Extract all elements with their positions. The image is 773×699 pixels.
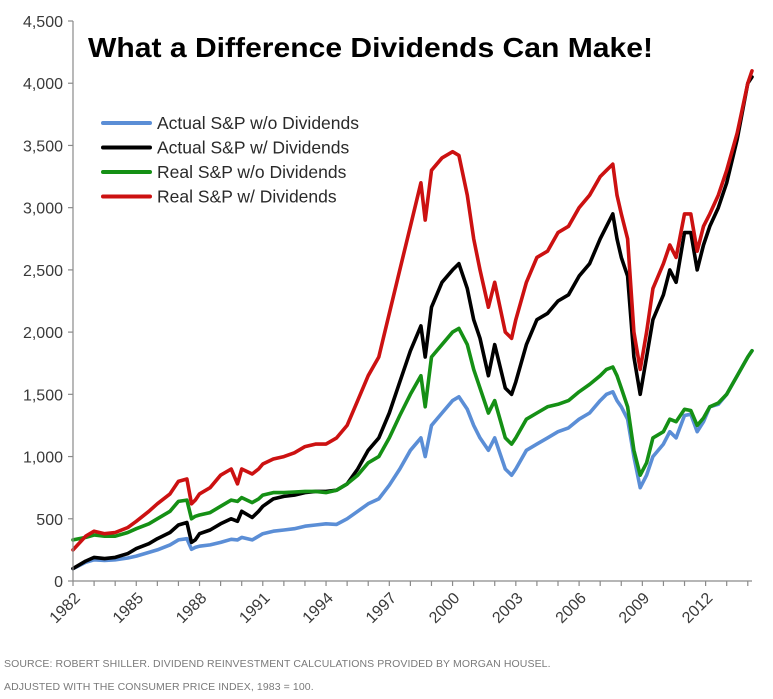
legend-label: Real S&P w/o Dividends: [157, 162, 347, 182]
line-chart: 0 500 1,000 1,500 2,000 2,500 3,000 3,500 4,000 4…: [23, 14, 754, 627]
legend-label: Actual S&P w/o Dividends: [157, 113, 359, 133]
x-tick-label: 2006: [553, 590, 590, 627]
y-tick-label: 4,500: [23, 14, 63, 31]
legend-label: Real S&P w/ Dividends: [157, 187, 337, 207]
y-tick-label: 3,500: [23, 138, 63, 155]
y-tick-label: 1,000: [23, 450, 63, 467]
x-tick-label: 1982: [47, 590, 84, 627]
y-tick-label: 500: [36, 512, 63, 529]
series-line-3: [71, 326, 754, 542]
x-tick-label: 2012: [679, 590, 716, 627]
y-tick-label: 2,000: [23, 325, 63, 342]
x-tick-label: 1991: [236, 590, 273, 627]
x-tick-label: 2009: [616, 590, 653, 627]
y-tick-label: 0: [54, 574, 63, 591]
x-tick-label: 2003: [489, 590, 526, 627]
series-line-4: [71, 69, 754, 552]
legend: Actual S&P w/o Dividends Actual S&P w/ Di…: [101, 113, 359, 207]
legend-label: Actual S&P w/ Dividends: [157, 138, 350, 158]
source-note: SOURCE: ROBERT SHILLER. DIVIDEND REINVES…: [4, 658, 551, 670]
x-tick-label: 1988: [173, 590, 210, 627]
chart-title: What a Difference Dividends Can Make!: [88, 32, 653, 63]
x-tick-label: 1994: [300, 590, 337, 627]
y-tick-label: 2,500: [23, 263, 63, 280]
x-tick-label: 1985: [110, 590, 147, 627]
x-tick-label: 1997: [363, 590, 400, 627]
y-tick-label: 3,000: [23, 201, 63, 218]
y-tick-label: 1,500: [23, 387, 63, 404]
cpi-note: ADJUSTED WITH THE CONSUMER PRICE INDEX, …: [4, 681, 314, 693]
series-line-1: [71, 349, 754, 571]
x-tick-label: 2000: [426, 590, 463, 627]
y-tick-label: 4,000: [23, 76, 63, 93]
series-line-2: [71, 75, 754, 571]
